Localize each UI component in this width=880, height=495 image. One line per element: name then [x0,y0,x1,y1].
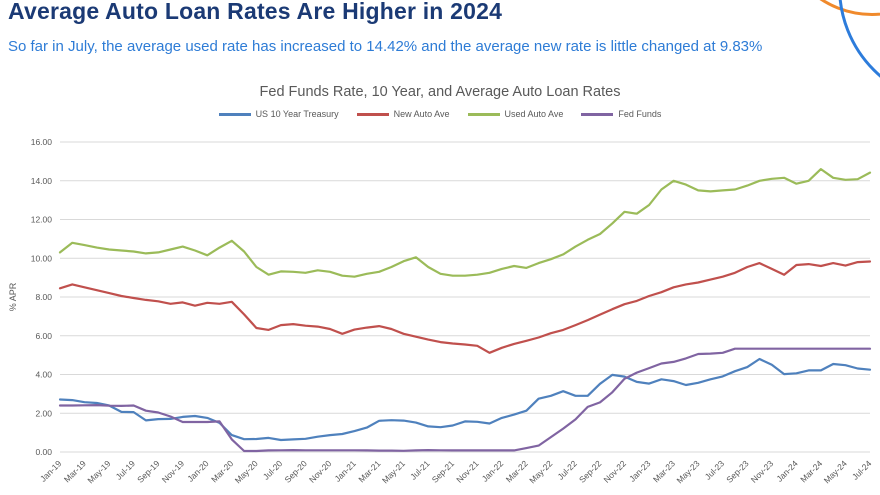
legend-line-swatch [581,112,614,116]
x-axis-tick-label: May-23 [674,458,701,485]
legend-label: New Auto Ave [393,109,450,119]
x-axis-tick-label: Mar-20 [209,458,235,484]
x-axis-tick-label: Mar-23 [651,458,677,484]
y-axis-tick-label: 8.00 [35,292,52,302]
chart-legend: US 10 Year Treasury New Auto Ave Used Auto… [0,109,880,119]
legend-line-swatch [218,112,251,116]
x-axis-tick-label: Nov-23 [749,458,776,485]
x-axis-tick-label: Jul-22 [555,458,579,482]
x-axis-tick-label: Jan-22 [480,458,506,484]
x-axis-tick-label: Nov-21 [454,458,481,485]
x-axis-tick-label: May-19 [85,458,112,485]
series-line-used-auto-ave [58,167,872,278]
x-axis-tick-label: Jan-20 [185,458,211,484]
x-axis-tick-label: Jan-19 [38,458,64,484]
decorative-orange-circle [778,0,880,16]
x-axis-tick-label: Mar-19 [62,458,88,484]
legend-label: Used Auto Ave [504,109,564,119]
series-line-new-auto-ave [58,260,872,354]
x-axis-tick-label: Sep-21 [430,458,457,485]
legend-line-swatch [467,112,500,116]
x-axis-tick-label: Sep-23 [724,458,751,485]
x-axis-tick-label: Sep-20 [282,458,309,485]
x-axis-tick-label: Nov-19 [160,458,187,485]
y-axis-title: % APR [8,282,18,311]
x-axis-tick-label: Jul-21 [408,458,432,482]
x-axis-tick-label: Jul-19 [114,458,138,482]
x-axis-tick-label: Jul-20 [261,458,285,482]
page-title: Average Auto Loan Rates Are Higher in 20… [8,0,503,24]
legend-item-new-auto-ave: New Auto Ave [356,109,450,119]
y-axis-tick-label: 0.00 [35,447,52,457]
y-axis-tick-label: 6.00 [35,331,52,341]
y-axis-tick-label: 4.00 [35,370,52,380]
x-axis-tick-label: Jan-23 [627,458,653,484]
chart-title: Fed Funds Rate, 10 Year, and Average Aut… [259,84,621,100]
legend-label: US 10 Year Treasury [255,109,339,119]
x-axis-tick-label: Mar-22 [504,458,530,484]
legend-label: Fed Funds [618,109,662,119]
x-axis-tick-label: May-24 [822,458,849,485]
legend-item-fed-funds: Fed Funds [581,109,661,119]
y-axis-tick-label: 14.00 [31,176,53,186]
y-axis-tick-label: 16.00 [31,137,53,147]
y-axis-tick-label: 12.00 [31,215,53,225]
x-axis-tick-label: Jan-24 [774,458,800,484]
y-axis-tick-label: 2.00 [35,408,52,418]
x-axis-tick-label: Jul-23 [703,458,727,482]
x-axis-tick-label: Mar-24 [798,458,824,484]
series-line-fed-funds [58,347,872,453]
x-axis-tick-label: May-21 [380,458,407,485]
series-line-us-10-year-treasury [58,357,872,442]
x-axis-tick-label: Jul-24 [850,458,874,482]
page-subtitle: So far in July, the average used rate ha… [8,38,763,55]
x-axis-tick-label: Sep-22 [577,458,604,485]
x-axis-tick-label: Nov-22 [602,458,629,485]
x-axis-tick-label: May-22 [527,458,554,485]
legend-line-swatch [356,112,389,116]
y-axis-tick-label: 10.00 [31,253,53,263]
line-chart: 0.00 2.00 4.00 6.00 8.00 10.00 12.00 14.00 16.00… [8,137,874,485]
x-axis-tick-label: Sep-19 [135,458,162,485]
legend-item-us-10-year-treasury: US 10 Year Treasury [218,109,339,119]
x-axis-tick-label: May-20 [233,458,260,485]
x-axis-tick-label: Mar-21 [356,458,382,484]
x-axis-tick-label: Nov-20 [307,458,334,485]
legend-item-used-auto-ave: Used Auto Ave [467,109,564,119]
x-axis-tick-label: Jan-21 [333,458,359,484]
